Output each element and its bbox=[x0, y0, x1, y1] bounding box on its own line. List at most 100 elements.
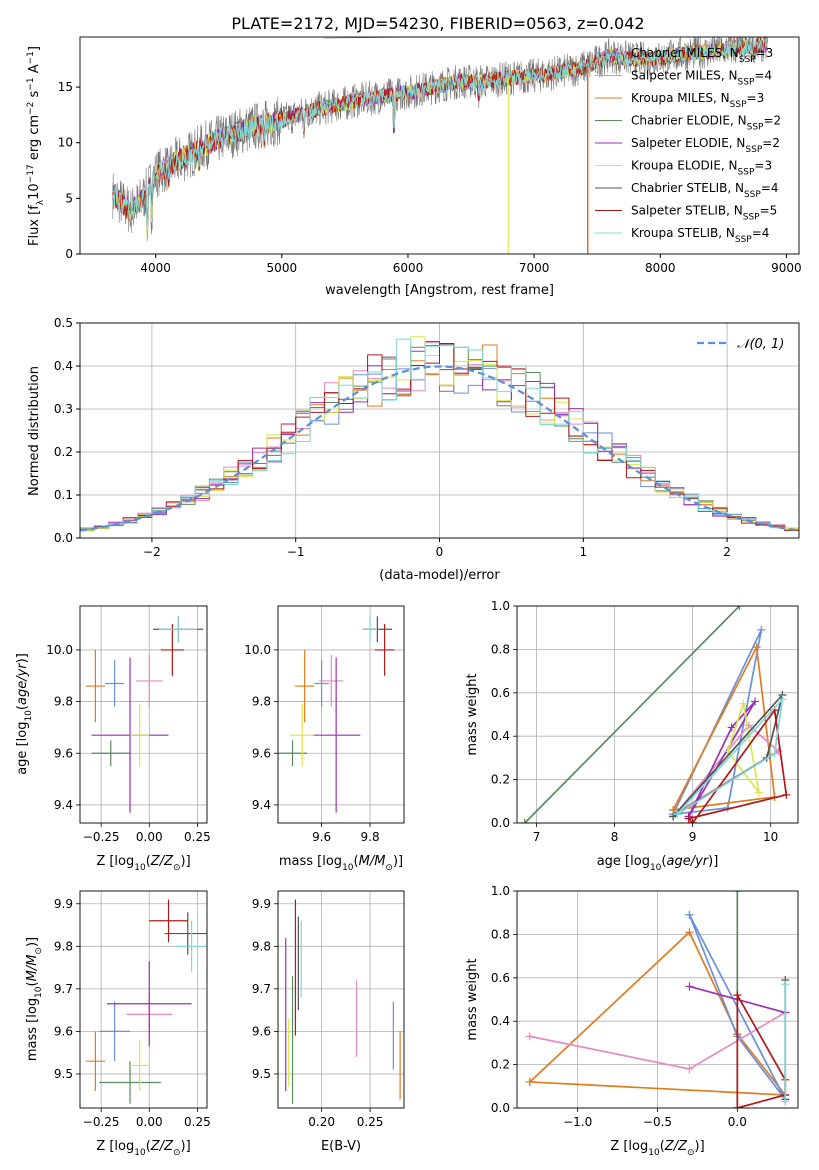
normal-curve bbox=[79, 365, 800, 532]
weight-vs-age-xtick-label: 9 bbox=[689, 830, 697, 844]
age-vs-z-ylabel: age [log10(age/yr)] bbox=[15, 653, 34, 775]
weight-vs-age-point bbox=[735, 606, 744, 610]
weight-vs-z-frame bbox=[516, 890, 799, 1109]
residuals-xtick-label: −2 bbox=[143, 545, 161, 559]
age-vs-mass-xtick-label: 9.8 bbox=[361, 830, 380, 844]
age-vs-z-ytick-label: 9.4 bbox=[54, 798, 73, 812]
mass-vs-ebv-xtick-label: 0.25 bbox=[357, 1115, 384, 1129]
spectrum-model-line bbox=[112, 37, 768, 227]
spectrum-xtick-label: 8000 bbox=[645, 261, 676, 275]
weight-vs-age-series-line bbox=[524, 606, 741, 823]
mass-vs-ebv-xtick-label: 0.20 bbox=[308, 1115, 335, 1129]
legend-entry: Salpeter STELIB, NSSP=5 bbox=[631, 204, 777, 223]
age-vs-mass-ytick-label: 9.8 bbox=[252, 695, 271, 709]
weight-vs-z-point bbox=[685, 928, 694, 937]
age-vs-mass-ytick-label: 10.0 bbox=[244, 643, 271, 657]
age-vs-z-ytick-label: 10.0 bbox=[46, 643, 73, 657]
residuals-xtick-label: 2 bbox=[723, 545, 731, 559]
age-vs-mass-frame bbox=[277, 605, 405, 824]
spectrum-xtick-label: 6000 bbox=[393, 261, 424, 275]
mass-vs-z-panel: −0.25 0.00 0.25 9.5 9.6 9.7 9.8 9.9 Z [log10(Z/Z… bbox=[25, 890, 211, 1158]
weight-vs-age-point bbox=[673, 810, 682, 819]
residuals-ytick-label: 0.3 bbox=[54, 402, 73, 416]
weight-vs-z-point bbox=[781, 1097, 790, 1106]
residuals-ytick-label: 0.1 bbox=[54, 488, 73, 502]
mass-vs-z-xlabel: Z [log10(Z/Z⊙)] bbox=[96, 1139, 190, 1158]
residuals-panel: −2 −1 0 1 2 0.0 0.1 0.2 0.3 0.4 0.5 (data-model)/er… bbox=[27, 316, 800, 583]
weight-vs-age-ytick-label: 0.4 bbox=[491, 729, 510, 743]
spectrum-ytick-label: 0 bbox=[65, 247, 73, 261]
weight-vs-age-panel: 7 8 9 10 0.0 0.2 0.4 0.6 0.8 1.0 age [log10(age/yr… bbox=[465, 599, 799, 873]
normal-legend-label: 𝒩(0, 1) bbox=[737, 337, 784, 352]
weight-vs-z-point bbox=[525, 1077, 534, 1086]
age-vs-z-xtick-label: −0.25 bbox=[83, 830, 120, 844]
age-vs-mass-ytick-label: 9.6 bbox=[252, 746, 271, 760]
legend-entry: Chabrier ELODIE, NSSP=2 bbox=[631, 114, 781, 133]
weight-vs-age-point bbox=[520, 819, 529, 823]
weight-vs-age-point bbox=[739, 699, 748, 708]
age-vs-mass-xtick-label: 9.6 bbox=[312, 830, 331, 844]
age-vs-mass-panel: 9.6 9.8 9.4 9.6 9.8 10.0 mass [log10(M/M⊙)] bbox=[244, 605, 405, 873]
mass-vs-ebv-panel: 0.20 0.25 9.5 9.6 9.7 9.8 9.9 E(B-V) bbox=[252, 890, 405, 1154]
weight-vs-z-point bbox=[733, 891, 742, 895]
mass-vs-ebv-ytick-label: 9.9 bbox=[252, 897, 271, 911]
age-vs-z-xlabel: Z [log10(Z/Z⊙)] bbox=[96, 854, 190, 873]
weight-vs-age-point bbox=[770, 749, 779, 758]
weight-vs-z-point bbox=[781, 980, 790, 989]
spectrum-xlabel: wavelength [Angstrom, rest frame] bbox=[325, 283, 554, 298]
weight-vs-age-point bbox=[757, 625, 766, 634]
mass-vs-z-ytick-label: 9.9 bbox=[54, 897, 73, 911]
weight-vs-age-point bbox=[684, 814, 693, 823]
weight-vs-age-ylabel: mass weight bbox=[465, 673, 480, 755]
residuals-xtick-label: 0 bbox=[436, 545, 444, 559]
age-vs-z-xtick-label: 0.00 bbox=[136, 830, 163, 844]
mass-vs-z-frame bbox=[79, 890, 208, 1109]
mass-vs-z-ylabel: mass [log10(M/M⊙)] bbox=[25, 937, 44, 1061]
weight-vs-age-xtick-label: 10 bbox=[763, 830, 778, 844]
weight-vs-age-point bbox=[727, 723, 736, 732]
weight-vs-z-point bbox=[525, 1032, 534, 1041]
spectrum-frame bbox=[79, 36, 800, 255]
weight-vs-age-ytick-label: 0.8 bbox=[491, 642, 510, 656]
weight-vs-age-ytick-label: 0.2 bbox=[491, 773, 510, 787]
weight-vs-age-point bbox=[723, 747, 732, 756]
legend-entry: Kroupa STELIB, NSSP=4 bbox=[631, 226, 769, 245]
weight-vs-z-point bbox=[685, 910, 694, 919]
weight-vs-z-ytick-label: 0.0 bbox=[491, 1101, 510, 1115]
legend-entry: Salpeter ELODIE, NSSP=2 bbox=[631, 136, 780, 155]
weight-vs-z-xtick-label: −1.0 bbox=[563, 1115, 592, 1129]
weight-vs-age-xtick-label: 8 bbox=[611, 830, 619, 844]
weight-vs-z-xlabel: Z [log10(Z/Z⊙)] bbox=[610, 1139, 704, 1158]
mass-vs-ebv-xlabel: E(B-V) bbox=[321, 1139, 361, 1154]
weight-vs-age-xtick-label: 7 bbox=[533, 830, 541, 844]
weight-vs-z-ytick-label: 0.6 bbox=[491, 971, 510, 985]
mass-vs-z-xtick-label: 0.00 bbox=[136, 1115, 163, 1129]
residuals-xlabel: (data-model)/error bbox=[379, 568, 500, 583]
weight-vs-z-point bbox=[733, 1104, 742, 1108]
weight-vs-z-xtick-label: −0.5 bbox=[643, 1115, 672, 1129]
weight-vs-z-point bbox=[685, 1064, 694, 1073]
residuals-xtick-label: 1 bbox=[579, 545, 587, 559]
weight-vs-age-ytick-label: 0.6 bbox=[491, 686, 510, 700]
spectrum-ytick-label: 10 bbox=[58, 136, 73, 150]
weight-vs-age-point bbox=[754, 788, 763, 797]
mass-vs-ebv-ytick-label: 9.8 bbox=[252, 939, 271, 953]
mass-vs-z-ytick-label: 9.8 bbox=[54, 939, 73, 953]
residuals-ytick-label: 0.5 bbox=[54, 316, 73, 330]
mass-vs-ebv-ytick-label: 9.5 bbox=[252, 1067, 271, 1081]
spectrum-ylabel: Flux [fλ10−17 erg cm−2 s−1 A−1] bbox=[26, 46, 46, 246]
weight-vs-age-frame bbox=[516, 605, 799, 824]
weight-vs-age-point bbox=[778, 695, 787, 704]
residuals-ytick-label: 0.2 bbox=[54, 445, 73, 459]
spectrum-ytick-label: 5 bbox=[65, 191, 73, 205]
spectrum-xtick-label: 5000 bbox=[267, 261, 298, 275]
residuals-ylabel: Normed distribution bbox=[27, 366, 42, 496]
residuals-histogram bbox=[80, 338, 799, 531]
weight-vs-age-point bbox=[751, 697, 760, 706]
legend-entry: Kroupa MILES, NSSP=3 bbox=[631, 91, 764, 110]
legend-entry: Chabrier STELIB, NSSP=4 bbox=[631, 181, 779, 200]
weight-vs-age-point bbox=[782, 790, 791, 799]
residuals-xtick-label: −1 bbox=[287, 545, 305, 559]
legend-entry: Salpeter MILES, NSSP=4 bbox=[631, 69, 772, 88]
